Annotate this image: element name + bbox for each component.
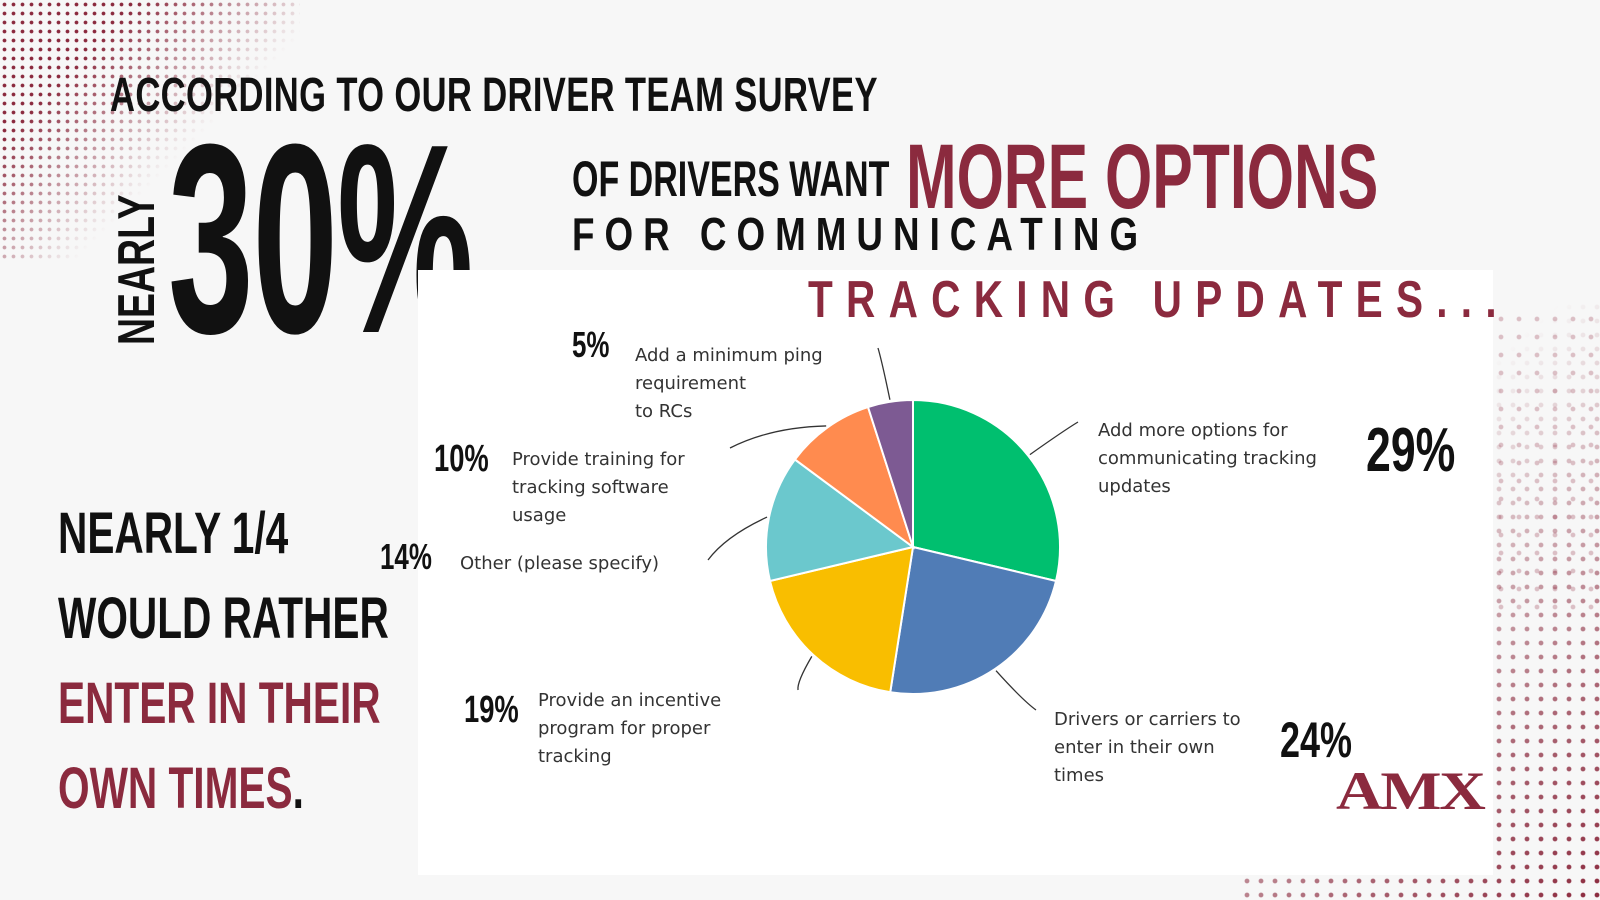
pie-chart: Add more options for communicating tracki… — [380, 325, 1455, 786]
side-line-4-highlight: OWN TIMES — [58, 756, 293, 821]
slice-percent-own-times: 24% — [1280, 713, 1352, 768]
leader-line-other — [707, 516, 768, 561]
slice-percent-incentive: 19% — [464, 689, 519, 731]
side-line-2-wrap: WOULD RATHER — [58, 585, 531, 652]
tracking-updates-wrap: TRACKING UPDATES... — [808, 270, 1600, 330]
leader-line-own-times — [995, 670, 1037, 711]
slice-percent-more-options: 29% — [1366, 416, 1455, 485]
for-communicating-text: FOR COMMUNICATING — [572, 208, 1149, 260]
drivers-want-text: OF DRIVERS WANT — [572, 151, 890, 207]
pie-slice-training — [793, 405, 915, 550]
dot-pattern-top-left — [0, 0, 300, 260]
drivers-want-wrap: OF DRIVERS WANT — [572, 150, 1039, 208]
side-line-1: NEARLY 1/4 — [58, 501, 289, 566]
side-line-4-period: . — [292, 756, 304, 821]
side-line-1-wrap: NEARLY 1/4 — [58, 500, 387, 567]
slice-percent-training: 10% — [434, 438, 489, 480]
side-line-4-wrap: OWN TIMES. — [58, 755, 409, 822]
side-line-3-wrap: ENTER IN THEIR — [58, 670, 519, 737]
slice-label-incentive: Provide an incentive program for proper tr… — [538, 690, 721, 767]
slice-label-own-times: Drivers or carriers to enter in their own… — [1054, 709, 1241, 786]
leader-line-training — [729, 425, 827, 449]
pie-slice-incentive — [768, 545, 915, 694]
leader-line-min-ping — [877, 347, 891, 400]
nearly-vertical-label: NEARLY — [108, 194, 166, 345]
nearly-vertical-wrap: NEARLY — [107, 136, 167, 345]
slice-label-more-options: Add more options for communicating tracki… — [1098, 420, 1317, 497]
survey-headline: ACCORDING TO OUR DRIVER TEAM SURVEY — [110, 69, 878, 122]
amx-logo-text: AMX — [1336, 761, 1486, 821]
slice-percent-other: 14% — [380, 537, 432, 577]
slice-label-other: Other (please specify) — [460, 553, 659, 574]
more-options-text: MORE OPTIONS — [906, 126, 1379, 228]
slice-label-min-ping: Add a minimum ping requirement to RCs — [635, 345, 823, 422]
pie-slice-own-times — [889, 545, 1058, 695]
pie-slice-more-options — [912, 398, 1061, 583]
more-options-wrap: MORE OPTIONS — [906, 125, 1600, 230]
survey-headline-wrap: ACCORDING TO OUR DRIVER TEAM SURVEY — [110, 68, 1177, 123]
pie-slice-other — [765, 458, 916, 583]
slice-percent-min-ping: 5% — [572, 325, 610, 365]
side-line-3: ENTER IN THEIR — [58, 671, 381, 736]
slice-label-training: Provide training for tracking software usa… — [512, 449, 685, 526]
tracking-updates-text: TRACKING UPDATES... — [808, 271, 1510, 329]
side-line-4: OWN TIMES. — [58, 755, 304, 822]
leader-line-incentive — [797, 656, 813, 691]
pie-slice-min-ping — [866, 398, 914, 548]
amx-logo: AMX — [1336, 760, 1486, 822]
chart-panel: Add more options for communicating tracki… — [380, 270, 1493, 875]
side-line-2: WOULD RATHER — [58, 586, 389, 651]
leader-line-more-options — [1029, 421, 1079, 456]
for-communicating-wrap: FOR COMMUNICATING — [572, 207, 1292, 261]
